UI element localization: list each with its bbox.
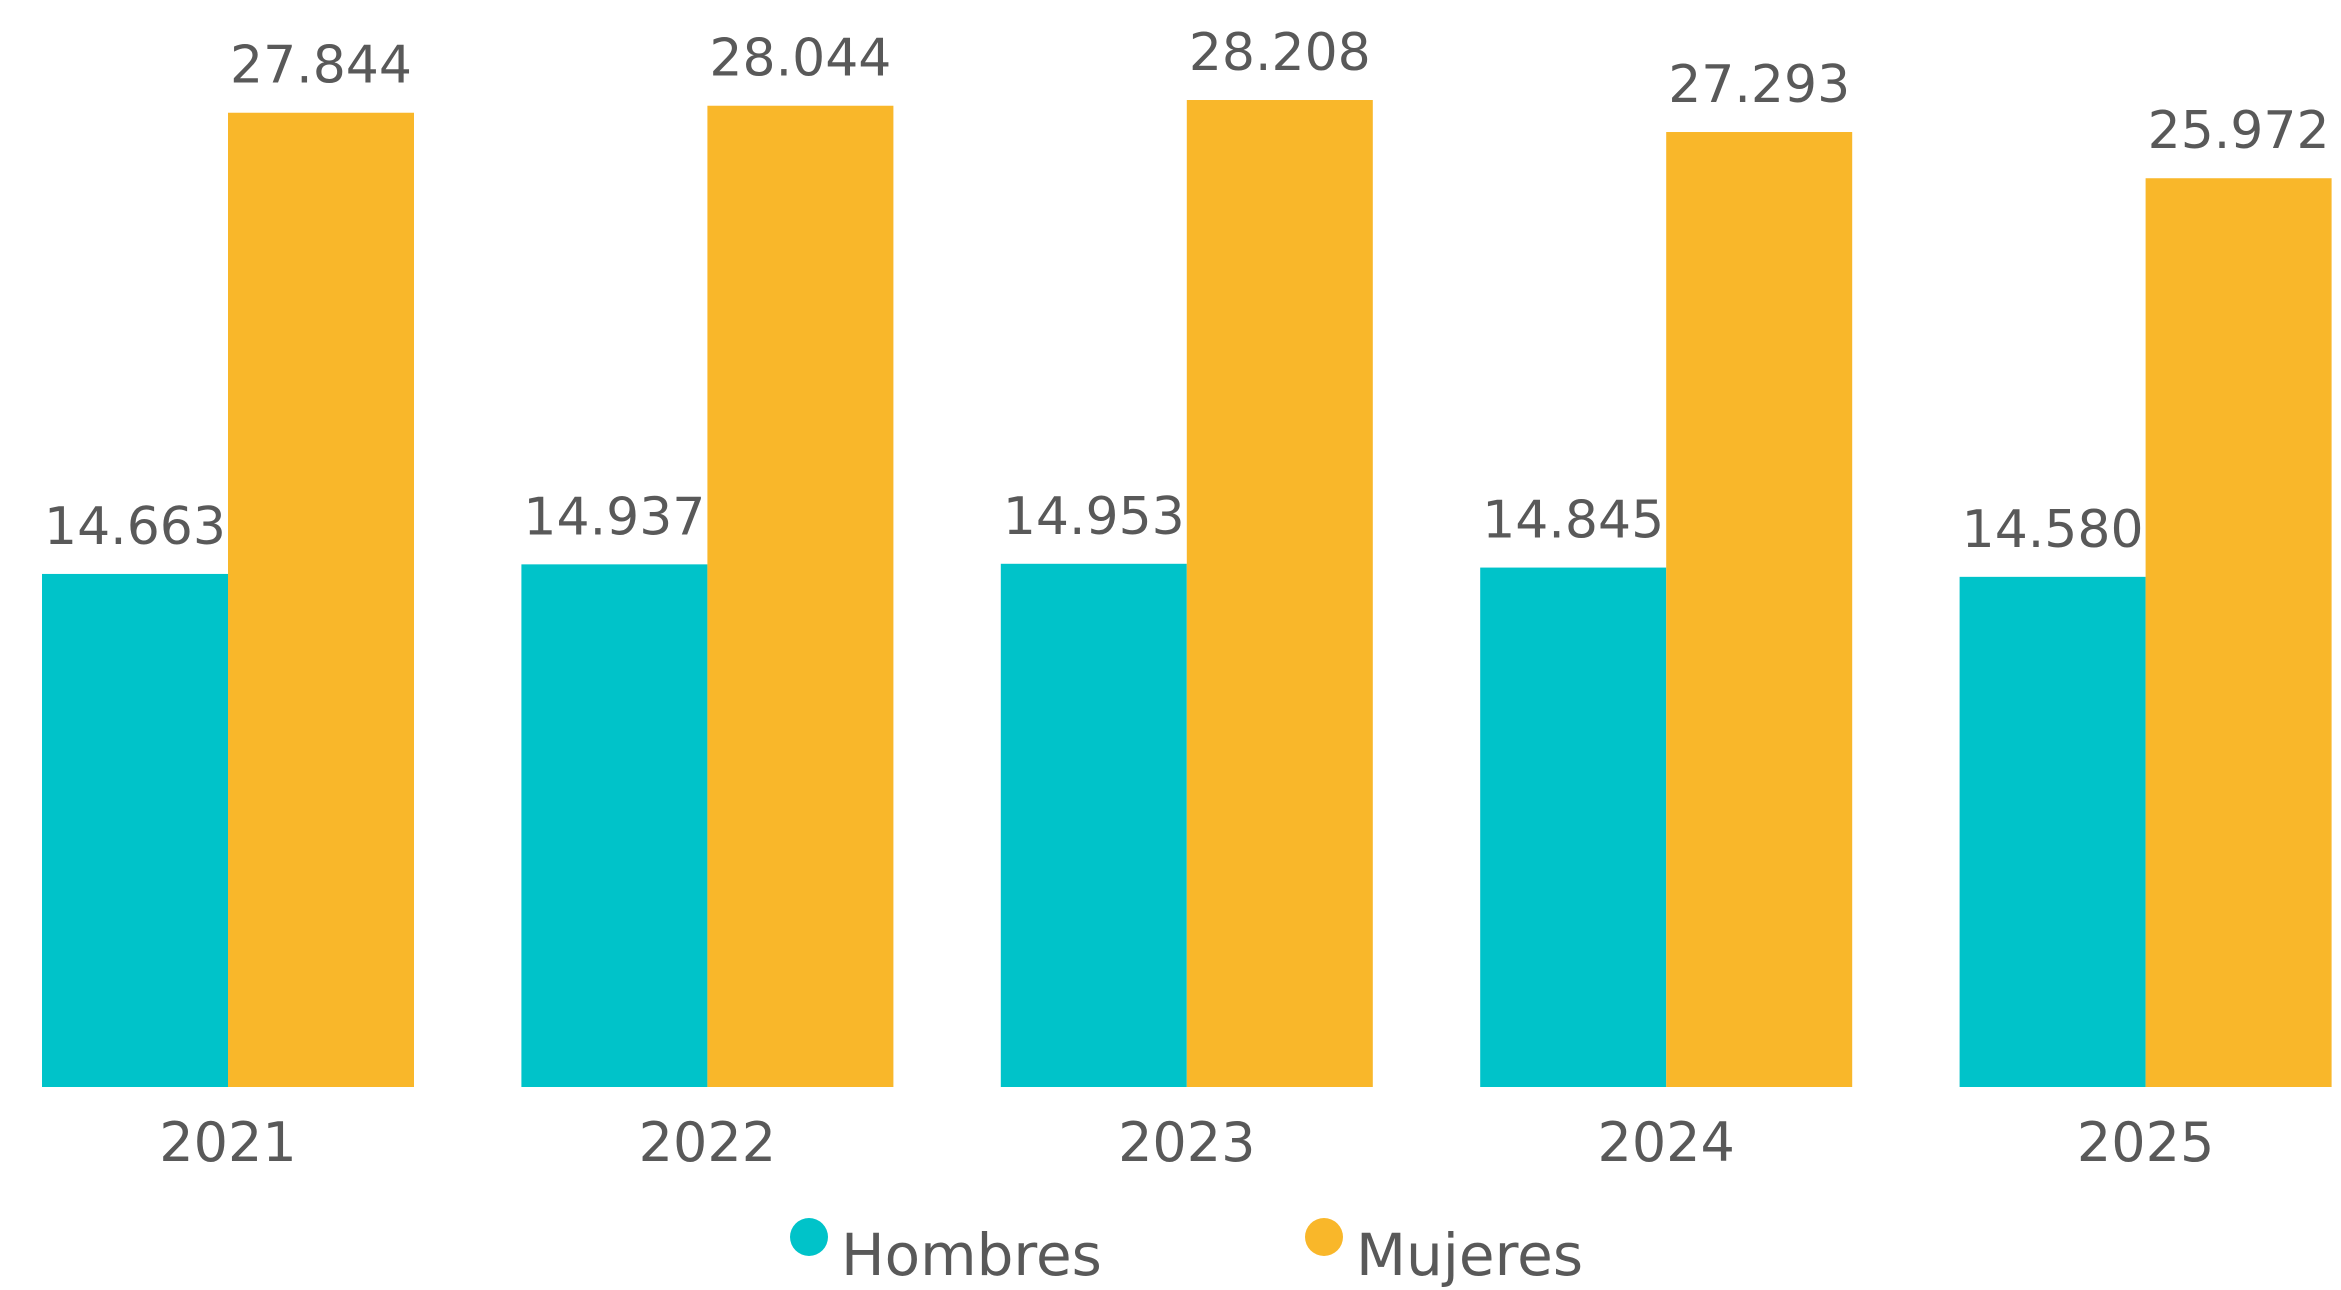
bar [1480,567,1667,1087]
value-label: 14.580 [1962,500,2144,560]
value-label: 25.972 [2148,101,2330,161]
x-tick-label: 2023 [1118,1111,1255,1174]
bar [1186,100,1373,1087]
legend-marker [790,1218,828,1256]
bar [1666,132,1853,1087]
legend-marker [1305,1218,1343,1256]
x-tick-label: 2021 [159,1111,296,1174]
bar [2145,178,2332,1088]
value-label: 28.044 [709,29,891,89]
legend-label: Mujeres [1356,1221,1583,1289]
bar [1000,563,1187,1087]
value-label: 14.845 [1482,491,1664,551]
x-tick-label: 2024 [1597,1111,1734,1174]
value-label: 14.663 [44,497,226,557]
bar [228,112,414,1087]
bar [1959,576,2146,1087]
value-label: 28.208 [1189,23,1371,83]
value-label: 27.844 [230,36,412,96]
x-tick-label: 2022 [639,1111,776,1174]
legend-label: Hombres [841,1221,1102,1289]
bar [521,564,708,1087]
bar [42,573,228,1087]
x-tick-label: 2025 [2077,1111,2214,1174]
value-label: 14.937 [523,487,705,547]
value-label: 27.293 [1668,55,1850,115]
value-label: 14.953 [1003,487,1185,547]
bar [707,105,894,1087]
